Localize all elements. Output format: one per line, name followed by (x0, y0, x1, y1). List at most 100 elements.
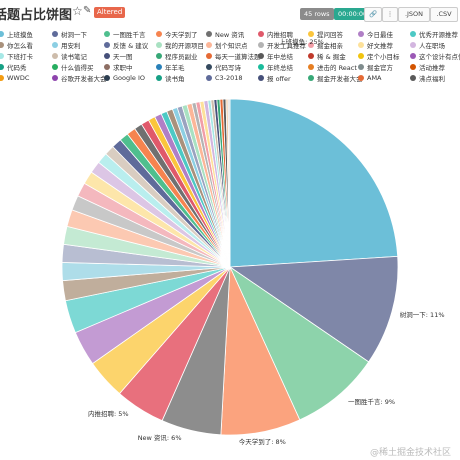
legend-item[interactable]: 年中总结 (258, 51, 293, 61)
legend-label: 上班摸鱼 (7, 30, 33, 39)
legend-item[interactable]: 定个小目标 (358, 51, 400, 61)
legend-label: 下班打卡 (7, 52, 33, 61)
legend-item[interactable]: 读书笔记 (52, 51, 87, 61)
legend-swatch (52, 41, 58, 48)
link-icon[interactable]: 🔗 (364, 7, 382, 22)
slice-label: 内推招聘: 5% (88, 409, 129, 418)
legend-label: 掘金开发者大会 (317, 74, 363, 83)
legend-swatch (308, 63, 314, 70)
legend-swatch (156, 52, 162, 59)
legend-item[interactable]: 天一图 (104, 51, 133, 61)
legend-item[interactable]: 上班摸鱼 (0, 29, 33, 39)
legend-swatch (206, 63, 212, 70)
legend-swatch (410, 41, 416, 48)
legend-swatch (206, 41, 212, 48)
legend-item[interactable]: 划个知识点 (206, 40, 248, 50)
pie-slice[interactable] (228, 255, 399, 363)
export-csv-button[interactable]: .CSV (430, 7, 458, 22)
slice-label: 今天学到了: 8% (239, 437, 286, 446)
legend-item[interactable]: WWDC (0, 73, 29, 82)
slice-label: New 资讯: 6% (138, 433, 182, 442)
export-json-button[interactable]: .JSON (398, 7, 430, 22)
legend-item[interactable]: 每天一道算法题 (206, 51, 261, 61)
chart-legend: 上班摸鱼 树洞一下 一图胜千言 今天学到了 New 资讯 内推招聘 提问回答 今日最佳 优秀开源… (0, 26, 460, 83)
legend-label: 年羊毛 (165, 63, 185, 72)
legend-item[interactable]: 读书角 (156, 73, 185, 83)
legend-label: New 资讯 (215, 30, 245, 39)
legend-swatch (358, 41, 364, 48)
legend-item[interactable]: 今天学到了 (156, 29, 198, 39)
legend-label: 稀 & 掘金 (317, 52, 346, 61)
legend-swatch (410, 30, 416, 37)
star-icon[interactable]: ☆ (72, 4, 83, 18)
legend-item[interactable]: 好文推荐 (358, 40, 393, 50)
legend-item[interactable]: 进击的 React (308, 62, 357, 72)
legend-label: 反馈 & 建议 (113, 41, 149, 50)
legend-item[interactable]: 什么值得买 (52, 62, 94, 72)
chart-header: 话题占比饼图 ☆ ✎ Altered 45 rows 00:00:00.41 🔗… (0, 0, 460, 23)
legend-item[interactable]: 年终总结 (258, 62, 293, 72)
legend-swatch (0, 30, 4, 37)
legend-item[interactable]: 开发工具推荐 (258, 40, 306, 50)
legend-item[interactable]: New 资讯 (206, 29, 245, 39)
legend-label: 划个知识点 (215, 41, 248, 50)
legend-swatch (156, 63, 162, 70)
legend-swatch (52, 52, 58, 59)
legend-swatch (410, 74, 416, 81)
legend-item[interactable]: C3-2018 (206, 73, 243, 82)
legend-item[interactable]: 沸点福利 (410, 73, 445, 83)
more-icon[interactable]: ⋮ (382, 7, 398, 22)
legend-item[interactable]: AMA (358, 73, 382, 82)
legend-item[interactable]: 下班打卡 (0, 51, 33, 61)
legend-item[interactable]: 优秀开源推荐 (410, 29, 458, 39)
legend-item[interactable]: Google IO (104, 73, 145, 82)
legend-label: 我的开源项目 (165, 41, 204, 50)
legend-item[interactable]: 掘金官方 (358, 62, 393, 72)
legend-label: 一图胜千言 (113, 30, 146, 39)
legend-swatch (308, 30, 314, 37)
legend-swatch (258, 30, 264, 37)
legend-label: 内推招聘 (267, 30, 293, 39)
legend-swatch (0, 74, 4, 81)
legend-item[interactable]: 掘金相亲 (308, 40, 343, 50)
legend-item[interactable]: 程序员副业 (156, 51, 198, 61)
pie-slice[interactable] (229, 98, 399, 268)
legend-item[interactable]: 报 offer (258, 73, 291, 83)
legend-item[interactable]: 这个设计有点优秀 (410, 51, 460, 61)
legend-item[interactable]: 反馈 & 建议 (104, 40, 149, 50)
pie-slice[interactable] (229, 265, 370, 421)
legend-item[interactable]: 稀 & 掘金 (308, 51, 346, 61)
legend-item[interactable]: 树洞一下 (52, 29, 87, 39)
slice-label: 一图胜千言: 9% (348, 397, 395, 406)
legend-swatch (52, 74, 58, 81)
legend-swatch (358, 30, 364, 37)
legend-item[interactable]: 活动推荐 (410, 62, 445, 72)
legend-item[interactable]: 内推招聘 (258, 29, 293, 39)
legend-swatch (0, 41, 4, 48)
legend-label: 什么值得买 (61, 63, 94, 72)
legend-item[interactable]: 我的开源项目 (156, 40, 204, 50)
legend-item[interactable]: 求职中 (104, 62, 133, 72)
altered-badge: Altered (94, 7, 126, 18)
legend-swatch (104, 41, 110, 48)
legend-item[interactable]: 提问回答 (308, 29, 343, 39)
legend-label: WWDC (7, 73, 30, 82)
pie-slice[interactable] (227, 98, 231, 268)
legend-label: 程序员副业 (165, 52, 198, 61)
legend-label: 开发工具推荐 (267, 41, 306, 50)
legend-item[interactable]: 你怎么看 (0, 40, 33, 50)
legend-item[interactable]: 年羊毛 (156, 62, 185, 72)
legend-item[interactable]: 用安利 (52, 40, 81, 50)
legend-label: 读书角 (165, 74, 185, 83)
legend-item[interactable]: 一图胜千言 (104, 29, 146, 39)
legend-item[interactable]: 谷歌开发者大会 (52, 73, 107, 83)
legend-item[interactable]: 掘金开发者大会 (308, 73, 363, 83)
legend-swatch (52, 30, 58, 37)
legend-label: 掘金相亲 (317, 41, 343, 50)
legend-item[interactable]: 人在职场 (410, 40, 445, 50)
legend-item[interactable]: 今日最佳 (358, 29, 393, 39)
legend-item[interactable]: 代码秀 (0, 62, 27, 72)
legend-label: 掘金官方 (367, 63, 393, 72)
legend-item[interactable]: 代码写诗 (206, 62, 241, 72)
edit-icon[interactable]: ✎ (83, 5, 92, 16)
